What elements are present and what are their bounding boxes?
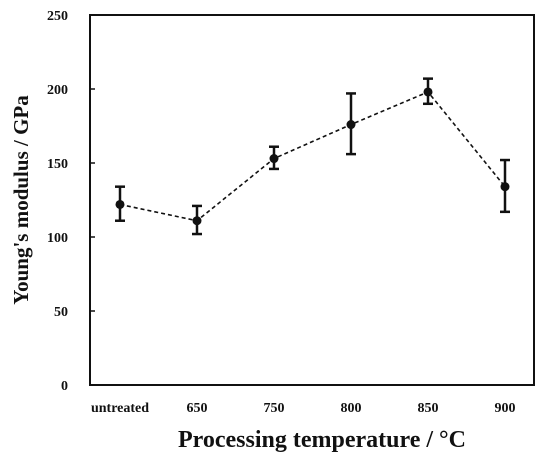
- y-axis-label: Young's modulus / GPa: [9, 95, 33, 305]
- x-tick-label: 900: [495, 401, 516, 416]
- x-tick-label: untreated: [91, 401, 149, 416]
- y-tick-label: 150: [47, 157, 68, 172]
- data-point: [423, 87, 433, 97]
- y-tick-label: 100: [47, 231, 68, 246]
- plot-area: [89, 14, 535, 386]
- x-tick-label: 650: [187, 401, 208, 416]
- data-point: [500, 182, 510, 192]
- data-point: [269, 154, 279, 164]
- x-axis-label: Processing temperature / °C: [178, 427, 466, 453]
- series-line: [119, 90, 506, 222]
- y-axis-ticks: 0 50 100 150 200 250: [47, 9, 95, 394]
- x-axis-ticks: untreated 650 750 800 850 900: [91, 401, 516, 416]
- data-point: [346, 120, 356, 130]
- plot-frame: [89, 14, 535, 386]
- y-tick-label: 50: [54, 305, 68, 320]
- data-point: [115, 199, 125, 209]
- x-tick-label: 800: [341, 401, 362, 416]
- x-tick-label: 750: [264, 401, 285, 416]
- x-tick-label: 850: [418, 401, 439, 416]
- data-point: [192, 216, 202, 226]
- series-layer: [115, 77, 510, 236]
- y-tick-label: 0: [61, 379, 68, 394]
- y-tick-label: 200: [47, 83, 68, 98]
- y-tick-label: 250: [47, 9, 68, 24]
